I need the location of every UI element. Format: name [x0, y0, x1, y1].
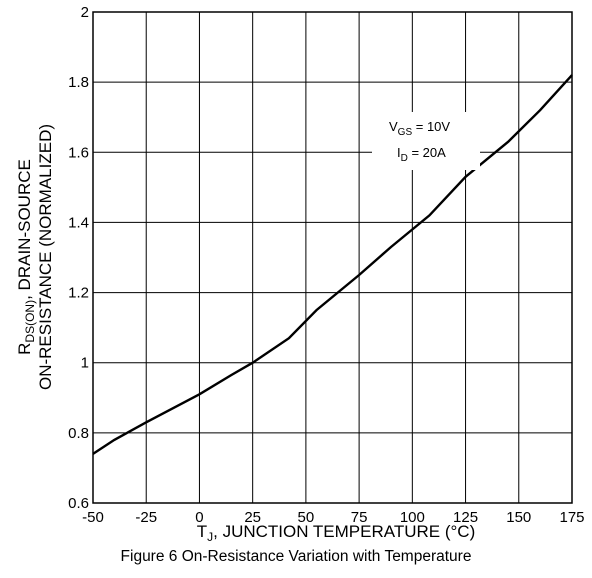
y-tick-label: 1.6	[68, 144, 89, 161]
series-line	[92, 74, 573, 455]
x-tick-label: 150	[506, 509, 531, 526]
chart: 0.6 0.8 1 1.2 1.4 1.6 1.8 2 -50 -25 0 25 50 75 100 125…	[15, 4, 585, 544]
grid-lines	[92, 11, 573, 504]
x-tick-label: 25	[244, 509, 261, 526]
y-tick-label: 0.8	[68, 425, 89, 442]
x-tick-label: -25	[135, 509, 157, 526]
x-tick-label: 75	[351, 509, 368, 526]
plot-frame	[92, 11, 573, 504]
annotation-vgs: VGS = 10V	[389, 119, 450, 138]
x-tick-label: 175	[559, 509, 584, 526]
y-axis-label-line1: RDS(ON), DRAIN-SOURCE	[15, 159, 37, 355]
y-tick-labels: 0.6 0.8 1 1.2 1.4 1.6 1.8 2	[68, 4, 89, 512]
y-tick-label: 1.8	[68, 74, 89, 91]
x-tick-labels: -50 -25 0 25 50 75 100 125 150 175	[82, 509, 584, 526]
y-tick-label: 1	[81, 355, 89, 372]
figure-caption: Figure 6 On-Resistance Variation with Te…	[120, 548, 472, 565]
y-tick-label: 0.6	[68, 495, 89, 512]
annotation-id: ID = 20A	[397, 145, 446, 164]
x-tick-label: 0	[195, 509, 203, 526]
x-tick-label: 125	[453, 509, 478, 526]
y-axis-label-line2: ON-RESISTANCE (NORMALIZED)	[36, 124, 55, 390]
y-tick-label: 1.4	[68, 214, 89, 231]
annotation-box	[372, 112, 480, 170]
y-tick-label: 1.2	[68, 285, 89, 302]
x-tick-label: 100	[400, 509, 425, 526]
x-axis-label: TJ, JUNCTION TEMPERATURE (°C)	[197, 522, 476, 544]
y-tick-label: 2	[81, 4, 89, 21]
x-tick-label: 50	[298, 509, 315, 526]
x-tick-label: -50	[82, 509, 104, 526]
